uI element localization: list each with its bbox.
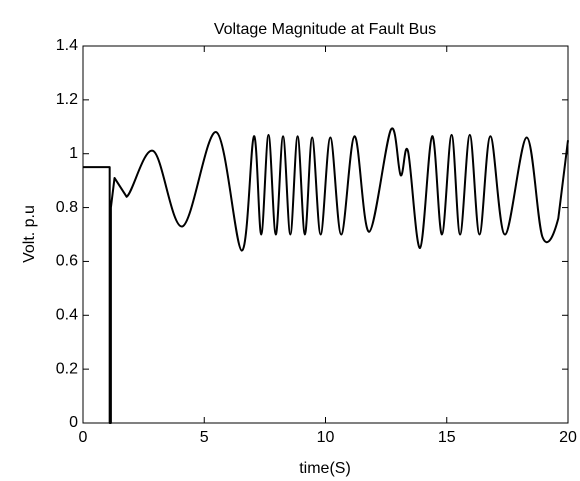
y-tick-label: 1.4 bbox=[56, 37, 78, 54]
chart-title: Voltage Magnitude at Fault Bus bbox=[214, 21, 436, 38]
y-axis-label: Volt. p.u bbox=[21, 205, 38, 263]
line-series bbox=[83, 127, 569, 424]
x-axis-label: time(S) bbox=[299, 460, 351, 477]
y-tick-label: 0.2 bbox=[56, 360, 78, 377]
x-tick-label: 5 bbox=[200, 429, 209, 446]
x-tick-label: 10 bbox=[317, 429, 335, 446]
y-tick-label: 0 bbox=[69, 414, 78, 431]
x-tick-label: 20 bbox=[559, 429, 577, 446]
y-tick-label: 1 bbox=[69, 145, 78, 162]
y-tick-label: 1.2 bbox=[56, 91, 78, 108]
y-tick-label: 0.4 bbox=[56, 307, 78, 324]
y-tick-label: 0.8 bbox=[56, 199, 78, 216]
x-tick-label: 15 bbox=[438, 429, 456, 446]
x-tick-label: 0 bbox=[79, 429, 88, 446]
y-tick-label: 0.6 bbox=[56, 253, 78, 270]
